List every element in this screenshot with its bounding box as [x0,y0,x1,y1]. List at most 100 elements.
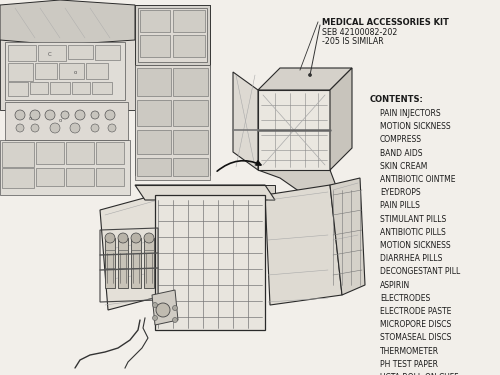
Polygon shape [36,168,64,186]
Polygon shape [258,170,352,228]
Circle shape [31,124,39,132]
Polygon shape [330,68,352,170]
Text: STIMULANT PILLS: STIMULANT PILLS [380,214,446,223]
Circle shape [172,306,178,310]
Polygon shape [86,63,108,79]
Polygon shape [96,142,124,164]
Polygon shape [72,82,90,94]
Circle shape [152,315,158,321]
Polygon shape [118,238,128,288]
Polygon shape [173,68,208,96]
Polygon shape [68,45,93,59]
Text: ANTIBIOTIC OINTME: ANTIBIOTIC OINTME [380,175,456,184]
Circle shape [156,303,170,317]
Text: ELECTRODES: ELECTRODES [380,294,430,303]
Text: CONTENTS:: CONTENTS: [370,95,424,104]
Text: PAIN PILLS: PAIN PILLS [380,201,420,210]
Circle shape [15,110,25,120]
Text: ASPIRIN: ASPIRIN [380,280,410,290]
Text: PAIN INJECTORS: PAIN INJECTORS [380,109,440,118]
Polygon shape [137,68,171,96]
Text: COMPRESS: COMPRESS [380,135,422,144]
Circle shape [45,110,55,120]
Circle shape [308,74,312,76]
Polygon shape [59,63,84,79]
Text: MICROPORE DISCS: MICROPORE DISCS [380,320,451,329]
Text: PH TEST PAPER: PH TEST PAPER [380,360,438,369]
Text: THERMOMETER: THERMOMETER [380,346,439,355]
Circle shape [144,233,154,243]
Polygon shape [140,35,170,57]
Polygon shape [8,82,28,96]
Polygon shape [140,10,170,32]
Polygon shape [137,100,171,126]
Polygon shape [38,45,66,61]
Polygon shape [330,178,365,295]
Text: MOTION SICKNESS: MOTION SICKNESS [380,241,450,250]
Polygon shape [137,158,171,176]
Polygon shape [8,63,33,81]
Text: o: o [74,69,76,75]
Text: MOTION SICKNESS: MOTION SICKNESS [380,122,450,131]
Text: MEDICAL ACCESSORIES KIT: MEDICAL ACCESSORIES KIT [322,18,449,27]
Polygon shape [0,0,135,45]
Circle shape [172,318,178,322]
Polygon shape [155,195,265,330]
Text: ANTIBIOTIC PILLS: ANTIBIOTIC PILLS [380,228,446,237]
Circle shape [118,233,128,243]
Polygon shape [135,5,210,65]
Polygon shape [173,130,208,154]
Polygon shape [35,63,57,79]
Polygon shape [5,102,128,140]
Polygon shape [50,82,70,94]
Polygon shape [2,142,34,167]
Text: BAND AIDS: BAND AIDS [380,148,422,158]
FancyArrowPatch shape [217,161,261,171]
Polygon shape [100,195,165,310]
Text: C: C [48,53,52,57]
Polygon shape [0,140,130,195]
Text: UCTA ROLL-ON CUFF: UCTA ROLL-ON CUFF [380,373,458,375]
Text: STOMASEAL DISCS: STOMASEAL DISCS [380,333,452,342]
Text: SEB 42100082-202: SEB 42100082-202 [322,28,398,37]
Text: DIARRHEA PILLS: DIARRHEA PILLS [380,254,442,263]
Polygon shape [135,65,210,180]
Polygon shape [173,35,205,57]
Text: DECONGESTANT PILL: DECONGESTANT PILL [380,267,460,276]
Polygon shape [233,72,258,170]
Text: SKIN CREAM: SKIN CREAM [380,162,428,171]
Polygon shape [105,238,115,288]
Polygon shape [95,45,120,60]
Polygon shape [96,168,124,186]
Polygon shape [258,68,352,90]
Text: ELECTRODE PASTE: ELECTRODE PASTE [380,307,452,316]
Polygon shape [135,5,210,175]
Circle shape [50,123,60,133]
Polygon shape [137,130,171,154]
Circle shape [70,123,80,133]
Polygon shape [173,100,208,126]
Text: -205 IS SIMILAR: -205 IS SIMILAR [322,37,384,46]
Text: o: o [28,116,32,120]
Polygon shape [8,45,36,61]
Circle shape [108,124,116,132]
Polygon shape [173,158,208,176]
Polygon shape [144,238,154,288]
Polygon shape [92,82,112,94]
Polygon shape [138,8,207,62]
Polygon shape [66,142,94,164]
Text: EYEDROPS: EYEDROPS [380,188,420,197]
Polygon shape [173,10,205,32]
Polygon shape [131,238,141,288]
Polygon shape [152,290,178,325]
Circle shape [30,110,40,120]
Circle shape [61,111,69,119]
Polygon shape [145,185,275,200]
Polygon shape [135,185,275,200]
Text: o: o [58,117,61,123]
Polygon shape [258,90,330,170]
Circle shape [75,110,85,120]
Circle shape [152,303,158,307]
Polygon shape [66,168,94,186]
Circle shape [105,233,115,243]
